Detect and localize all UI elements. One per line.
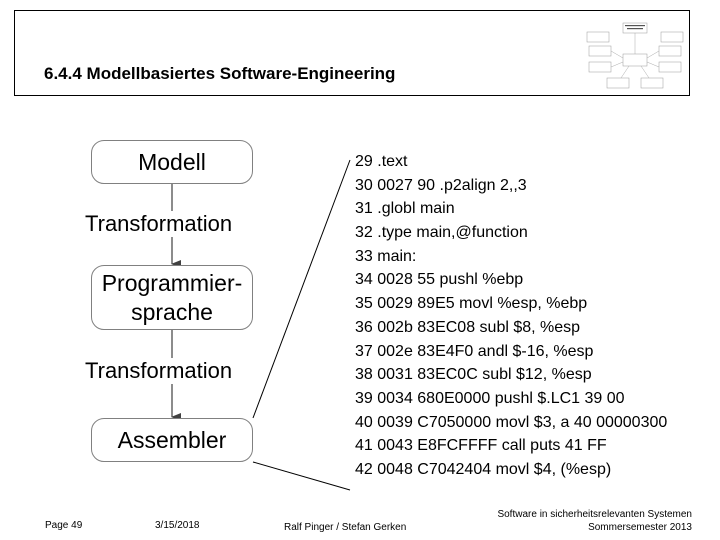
footer-semester: Sommersemester 2013: [588, 522, 692, 533]
assembler-box: Assembler: [91, 418, 253, 462]
footer-page-number: Page 49: [45, 520, 83, 531]
assembler-label: Assembler: [117, 426, 227, 453]
programmiersprache-box: Programmier- sprache: [91, 265, 253, 330]
code-line: 39 0034 680E0000 pushl $.LC1 39 00: [355, 389, 625, 407]
programmiersprache-label-line1: Programmier-: [101, 269, 243, 296]
code-line: 36 002b 83EC08 subl $8, %esp: [355, 318, 581, 336]
footer-course-title: Software in sicherheitsrelevanten System…: [497, 509, 692, 520]
code-line: 29 .text: [355, 153, 408, 170]
code-line: 38 0031 83EC0C subl $12, %esp: [355, 366, 592, 384]
code-line: 35 0029 89E5 movl %esp, %ebp: [355, 295, 588, 313]
code-line: 33 main:: [355, 247, 417, 265]
code-line: 34 0028 55 pushl %ebp: [355, 271, 524, 289]
header-frame: [14, 10, 690, 96]
programmiersprache-label-line2: sprache: [131, 298, 213, 325]
code-line: 30 0027 90 .p2align 2,,3: [355, 176, 527, 194]
footer-course: Software in sicherheitsrelevanten System…: [497, 508, 692, 534]
modell-label: Modell: [138, 148, 206, 175]
code-line: 42 0048 C7042404 movl $4, (%esp): [355, 460, 612, 478]
callout-line-top: [252, 159, 351, 419]
footer-authors: Ralf Pinger / Stefan Gerken: [284, 522, 407, 533]
transformation-label-2: Transformation: [84, 358, 234, 384]
code-line: 32 .type main,@function: [355, 224, 528, 242]
code-line: 37 002e 83E4F0 andl $-16, %esp: [355, 342, 594, 360]
modell-box: Modell: [91, 140, 253, 184]
transformation-label-1: Transformation: [84, 211, 234, 237]
code-line: 31 .globl main: [355, 200, 455, 218]
code-line: 41 0043 E8FCFFFF call puts 41 FF: [355, 437, 607, 455]
assembly-code-listing: 29 .text 30 0027 90 .p2align 2,,3 31 .gl…: [355, 150, 667, 482]
code-line: 40 0039 C7050000 movl $3, a 40 00000300: [355, 413, 668, 431]
overview-thumbnail-image: [585, 20, 685, 92]
slide-title: 6.4.4 Modellbasiertes Software-Engineeri…: [44, 64, 396, 83]
callout-line-bottom: [252, 461, 351, 491]
footer-date: 3/15/2018: [155, 520, 200, 531]
